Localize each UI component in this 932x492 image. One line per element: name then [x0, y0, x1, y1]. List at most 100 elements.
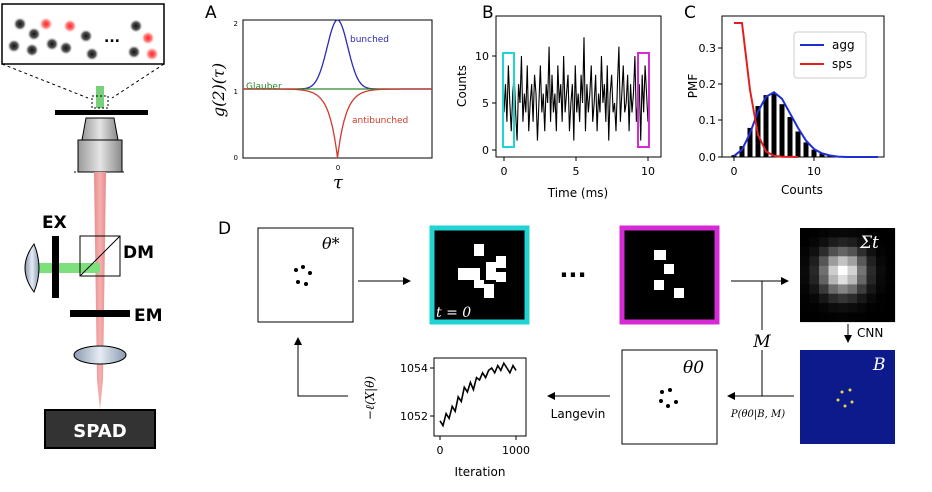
pmf-bar: [803, 142, 809, 157]
sigma-pixel: [809, 256, 820, 266]
spad-label: SPAD: [73, 421, 126, 442]
label-antibunched: antibunched: [352, 116, 408, 126]
xtick-10: 10: [641, 165, 655, 178]
sigma-pixel: [847, 312, 858, 323]
sigma-pixel: [838, 312, 848, 323]
sigma-pixel: [838, 237, 848, 247]
ytick-10: 10: [475, 50, 489, 63]
sigma-pixel: [876, 237, 886, 247]
emitter-dot: [85, 47, 99, 61]
xtick-0: 0: [731, 165, 738, 178]
sigma-pixel: [857, 256, 867, 266]
theta0-box: [621, 349, 718, 445]
sample-focus: [96, 86, 104, 108]
sigma-t-label: Σt: [859, 233, 879, 253]
posterior-label: P(θ0|B, M): [730, 409, 785, 420]
emitter-dot: [127, 45, 141, 59]
emitter-dot: [27, 27, 41, 41]
tube-lens: [73, 345, 127, 365]
laser-beam: [35, 263, 100, 273]
sigma-pixel: [847, 246, 858, 257]
ytick-0-2: 0.2: [699, 78, 717, 91]
sigma-pixel: [828, 237, 839, 247]
sigma-pixel: [866, 265, 877, 276]
sigma-pixel: [876, 246, 886, 257]
inset-trace: [439, 361, 517, 428]
sigma-pixel: [857, 312, 867, 323]
inset-ytick-1054: 1054: [400, 362, 428, 375]
sigma-pixel: [885, 293, 896, 304]
emitter-dot: [45, 37, 59, 51]
sigma-pixel: [847, 275, 858, 285]
pmf-bar: [811, 149, 817, 157]
sigma-pixel: [828, 228, 839, 238]
panel-c-xlabel: Counts: [781, 183, 823, 197]
sigma-pixel: [838, 228, 848, 238]
pmf-bar: [739, 146, 745, 157]
panel-a: A 2 1 0 0 bunched Glauber antibunched g(…: [205, 3, 433, 193]
sigma-pixel: [885, 312, 896, 323]
emission-beam: [94, 172, 106, 410]
sigma-t-image: [800, 228, 896, 323]
panel-b: B 0 5 10 0 5 10 Counts Time (ms): [455, 3, 662, 200]
panel-c-xticks: 0 10: [731, 157, 821, 178]
dichroic-cube: [79, 235, 121, 277]
sigma-pixel: [800, 293, 810, 304]
frames-ellipsis: ···: [559, 261, 586, 289]
pmf-bar: [787, 117, 793, 157]
sigma-pixel: [885, 284, 896, 294]
emitter-dot: [7, 39, 21, 53]
sigma-pixel: [885, 246, 896, 257]
langevin-label: Langevin: [551, 407, 606, 421]
sigma-pixel: [809, 303, 820, 313]
sigma-pixel: [885, 228, 896, 238]
sigma-pixel: [819, 293, 829, 304]
frame-last-pixels: [654, 250, 684, 298]
frame-last: [619, 225, 720, 325]
ytick-2: 2: [234, 20, 238, 28]
panel-d-letter: D: [218, 219, 231, 239]
cnn-label: CNN: [857, 326, 883, 340]
pmf-bar: [731, 155, 737, 157]
xtick-10: 10: [807, 165, 821, 178]
panel-c-letter: C: [684, 3, 696, 23]
sigma-pixel: [866, 275, 877, 285]
sigma-pixel: [876, 303, 886, 313]
sigma-pixel: [866, 246, 877, 257]
objective-body: [77, 139, 123, 173]
stage-bar: [55, 110, 148, 115]
dots-ellipsis: ...: [104, 30, 120, 46]
objective-lens: [81, 117, 119, 141]
sigma-pixel: [866, 303, 877, 313]
inset-ytick-1052: 1052: [400, 410, 428, 423]
sigma-pixel: [800, 284, 810, 294]
em-filter: [70, 310, 130, 317]
sigma-pixel: [876, 275, 886, 285]
sigma-pixel: [866, 237, 877, 247]
sigma-pixel: [819, 237, 829, 247]
ytick-0-1: 0.1: [699, 114, 717, 127]
sigma-pixel: [885, 256, 896, 266]
sigma-pixel: [857, 237, 867, 247]
panel-c-yticks: 0.0 0.1 0.2 0.3: [699, 42, 722, 164]
highlight-end: [637, 52, 650, 148]
emitter-dots: [7, 17, 159, 61]
xtick-0: 0: [501, 165, 508, 178]
sigma-pixel: [847, 256, 858, 266]
sigma-pixel: [809, 237, 820, 247]
sigma-pixel: [838, 293, 848, 304]
pmf-bar: [763, 95, 769, 157]
sigma-pixel: [885, 237, 896, 247]
curve-antibunched: [243, 88, 432, 159]
sigma-pixel: [828, 284, 839, 294]
xtick-5: 5: [573, 165, 580, 178]
sigma-pixel: [838, 256, 848, 266]
panel-a-xlabel: τ: [333, 172, 344, 193]
sigma-pixel: [847, 303, 858, 313]
sigma-pixel: [828, 303, 839, 313]
theta-star-box: [257, 227, 354, 323]
sigma-pixel: [828, 275, 839, 285]
sigma-pixel: [828, 246, 839, 257]
emitter-dot: [59, 41, 73, 55]
pmf-bar: [747, 127, 753, 157]
